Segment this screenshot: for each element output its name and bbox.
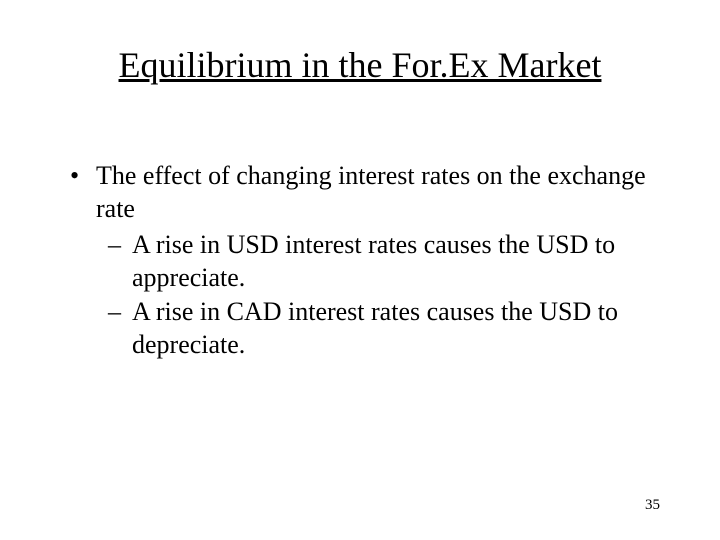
slide-title: Equilibrium in the For.Ex Market — [0, 44, 720, 86]
bullet-level2: – A rise in USD interest rates causes th… — [108, 229, 660, 294]
bullet-level2-text: A rise in USD interest rates causes the … — [132, 229, 660, 294]
slide-content: • The effect of changing interest rates … — [70, 160, 660, 361]
bullet-level2: – A rise in CAD interest rates causes th… — [108, 296, 660, 361]
bullet-marker-dash: – — [108, 296, 132, 361]
page-number: 35 — [645, 497, 660, 514]
bullet-level2-text: A rise in CAD interest rates causes the … — [132, 296, 660, 361]
bullet-level1-text: The effect of changing interest rates on… — [96, 160, 660, 225]
slide-container: Equilibrium in the For.Ex Market • The e… — [0, 0, 720, 540]
bullet-marker-dot: • — [70, 160, 96, 225]
bullet-level1: • The effect of changing interest rates … — [70, 160, 660, 225]
bullet-marker-dash: – — [108, 229, 132, 294]
